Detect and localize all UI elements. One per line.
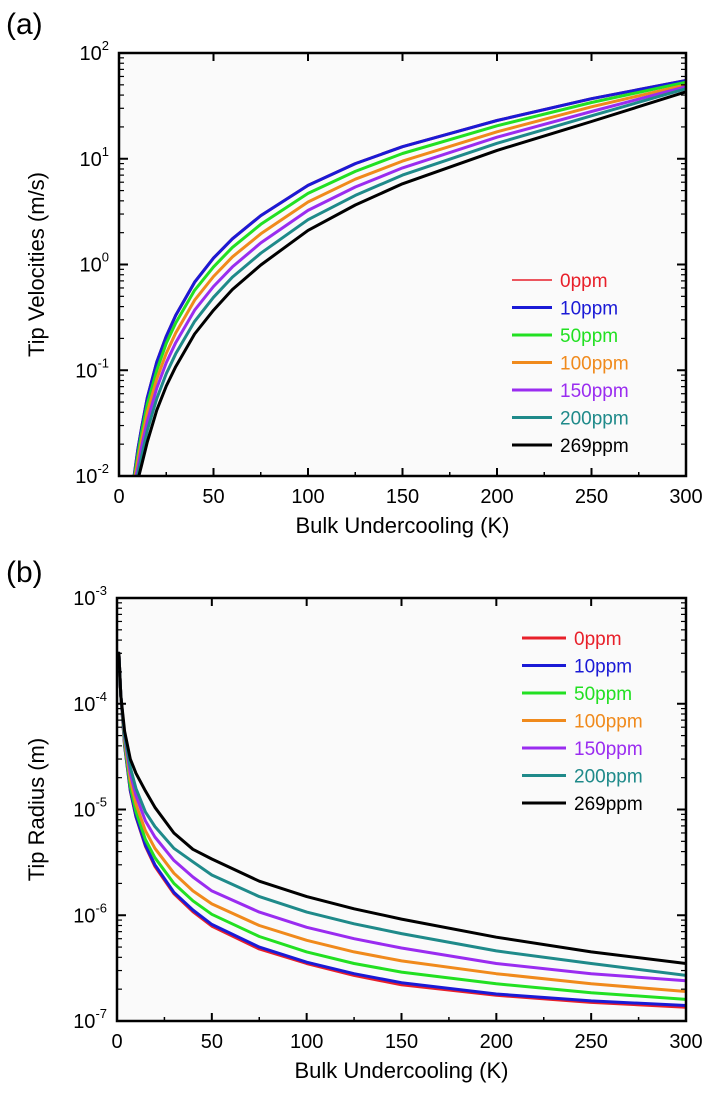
series-line-50ppm (132, 80, 686, 476)
y-tick-label: 10-1 (75, 355, 109, 382)
x-tick-label: 150 (386, 486, 419, 508)
x-tick-label: 50 (202, 486, 224, 508)
chart-tip-velocities: 0 50 100 150 200 250 300 10-2 10-1 100 101 102 Bulk … (24, 38, 703, 538)
legend-label-200ppm: 200ppm (574, 767, 643, 788)
legend-label-100ppm: 100ppm (560, 354, 629, 375)
legend-label-150ppm: 150ppm (560, 381, 629, 402)
legend-label-10ppm: 10ppm (574, 657, 632, 678)
y-tick-label: 102 (80, 38, 109, 65)
series-line-100ppm (133, 83, 686, 476)
x-tick-label: 0 (113, 486, 124, 508)
x-tick-label: 300 (669, 486, 702, 508)
x-tick-label: 150 (385, 1031, 418, 1053)
y-tick-label: 10-6 (73, 900, 107, 927)
legend: 0ppm 10ppm 50ppm 100ppm 150ppm 200ppm 269ppm (512, 271, 629, 457)
legend-label-50ppm: 50ppm (560, 326, 618, 347)
chart-tip-radius: 0 50 100 150 200 250 300 10-7 10-6 10-5 10-4 10-3 Bu… (24, 583, 703, 1083)
legend-label-50ppm: 50ppm (574, 684, 632, 705)
x-tick-label: 0 (111, 1031, 122, 1053)
panel-b-label: (b) (6, 556, 43, 589)
x-tick-label: 300 (669, 1031, 702, 1053)
y-tick-label: 10-3 (73, 583, 107, 610)
x-tick-label: 250 (574, 1031, 607, 1053)
x-tick-label: 200 (480, 1031, 513, 1053)
series-line-200ppm (135, 87, 686, 476)
y-tick-label: 10-2 (75, 461, 109, 488)
panel-a-label: (a) (6, 8, 43, 41)
x-tick-label: 250 (575, 486, 608, 508)
x-tick-label: 100 (290, 1031, 323, 1053)
y-axis-title: Tip Velocities (m/s) (24, 172, 49, 357)
series-line-269ppm (117, 651, 686, 965)
x-tick-label: 50 (201, 1031, 223, 1053)
legend-label-269ppm: 269ppm (574, 794, 643, 815)
x-axis-title: Bulk Undercooling (K) (296, 513, 510, 538)
x-axis-title: Bulk Undercooling (K) (295, 1058, 509, 1083)
x-tick-label: 100 (291, 486, 324, 508)
x-tick-label: 200 (480, 486, 513, 508)
plot-area (119, 53, 686, 476)
legend-label-10ppm: 10ppm (560, 299, 618, 320)
legend-label-150ppm: 150ppm (574, 739, 643, 760)
legend: 0ppm 10ppm 50ppm 100ppm 150ppm 200ppm 269ppm (522, 629, 643, 815)
y-axis-title: Tip Radius (m) (24, 738, 49, 881)
legend-label-0ppm: 0ppm (574, 629, 622, 650)
legend-label-100ppm: 100ppm (574, 712, 643, 733)
legend-label-0ppm: 0ppm (560, 271, 608, 292)
legend-label-269ppm: 269ppm (560, 436, 629, 457)
y-tick-label: 100 (80, 250, 109, 277)
legend-label-200ppm: 200ppm (560, 409, 629, 430)
y-tick-label: 10-5 (73, 795, 107, 822)
y-tick-label: 101 (80, 144, 109, 171)
series-line-269ppm (137, 90, 686, 476)
series-line-150ppm (134, 85, 686, 476)
y-tick-label: 10-4 (73, 689, 107, 716)
y-tick-label: 10-7 (73, 1006, 107, 1033)
